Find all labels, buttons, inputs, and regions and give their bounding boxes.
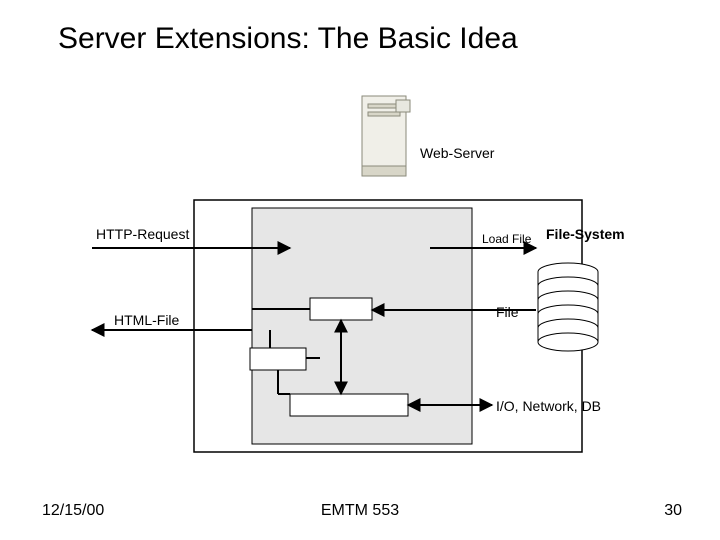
server-extension-box (290, 394, 408, 416)
htmlq-box (310, 298, 372, 320)
output-box (250, 348, 306, 370)
diagram-canvas (0, 0, 720, 540)
disk-stack-icon (538, 263, 598, 351)
computer-icon (362, 96, 410, 176)
